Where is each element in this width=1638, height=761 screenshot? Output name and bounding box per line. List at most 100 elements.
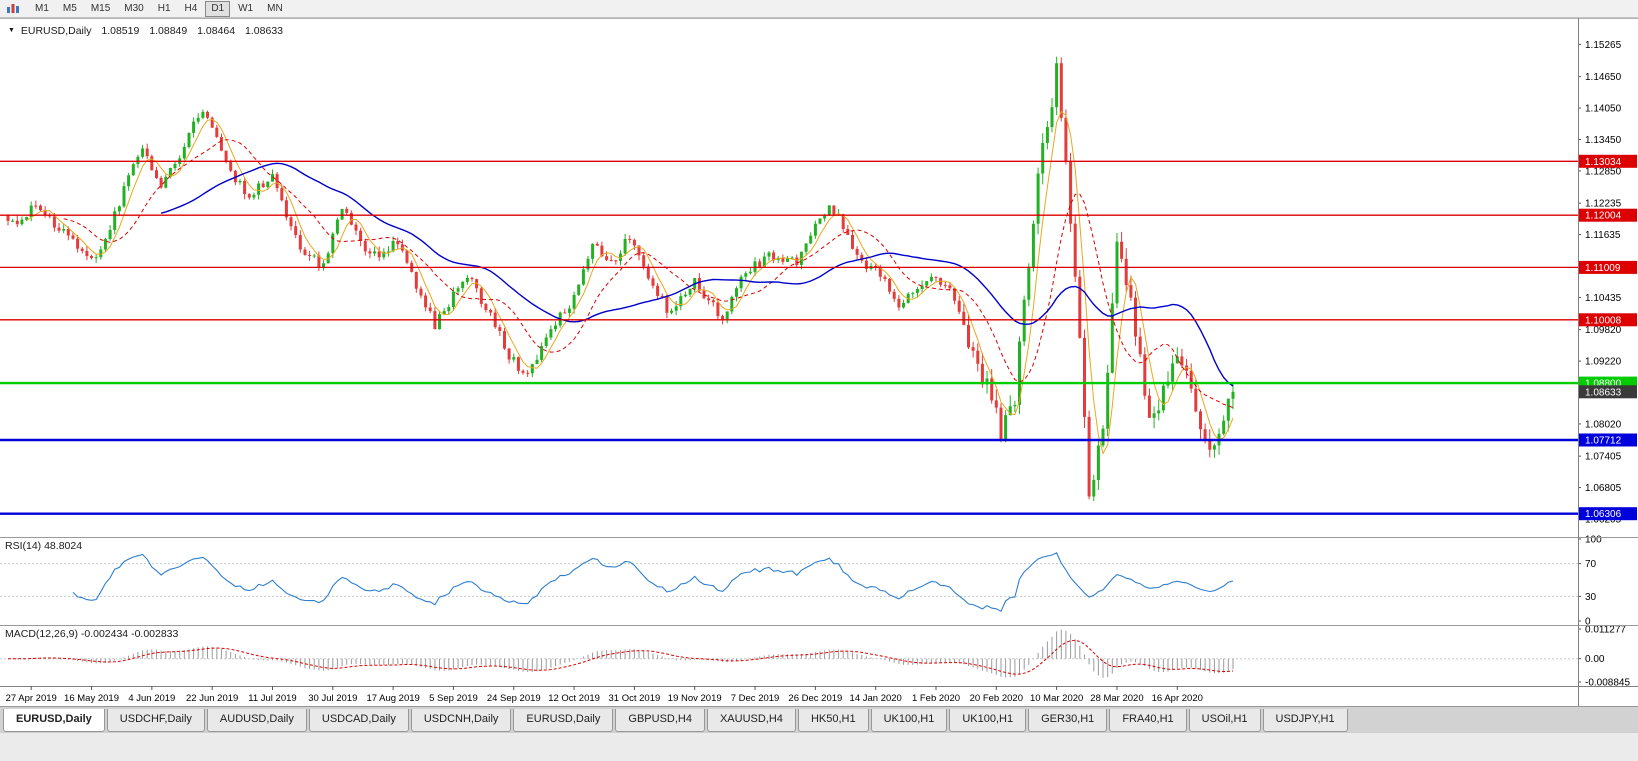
tab-eurusd-daily[interactable]: EURUSD,Daily [513,709,614,732]
tab-usdchf-daily[interactable]: USDCHF,Daily [106,709,205,732]
ohlc-close: 1.08633 [245,25,284,37]
tab-ger30-h1[interactable]: GER30,H1 [1028,709,1108,732]
charts-icon[interactable] [3,2,23,16]
macd-indicator-label: MACD(12,26,9) -0.002434 -0.002833 [5,628,179,640]
svg-text:30 Jul 2019: 30 Jul 2019 [308,693,357,704]
svg-text:31 Oct 2019: 31 Oct 2019 [609,693,661,704]
tab-fra40-h1[interactable]: FRA40,H1 [1109,709,1187,732]
svg-text:1.12004: 1.12004 [1585,211,1622,222]
timeframe-button-m30[interactable]: M30 [124,2,144,14]
svg-text:1.11009: 1.11009 [1585,263,1621,274]
svg-text:1.09220: 1.09220 [1585,357,1622,368]
timeframe-button-mn[interactable]: MN [267,2,283,14]
price-badge-1.13034 [1579,154,1637,168]
tab-usdjpy-h1[interactable]: USDJPY,H1 [1262,709,1348,732]
svg-text:17 Aug 2019: 17 Aug 2019 [366,693,419,704]
svg-text:1.13450: 1.13450 [1585,135,1622,146]
tab-uk100-h1[interactable]: UK100,H1 [949,709,1027,732]
tab-usdcnh-daily[interactable]: USDCNH,Daily [410,709,512,732]
ohlc-low: 1.08464 [197,25,236,37]
ohlc-open: 1.08519 [101,25,140,37]
svg-text:14 Jan 2020: 14 Jan 2020 [850,693,902,704]
symbol-ohlc-label: ▼ EURUSD,Daily 1.08519 1.08849 1.08464 1… [8,25,290,37]
ohlc-high: 1.08849 [149,25,188,37]
candles-layer [6,56,1235,501]
svg-text:1.08633: 1.08633 [1585,387,1622,398]
timeframe-buttons: M1 M5 M15 M30 H1 H4 D1 W1 MN [29,0,289,17]
svg-text:1.07405: 1.07405 [1585,452,1622,463]
svg-text:11 Jul 2019: 11 Jul 2019 [248,693,296,704]
price-badge-1.12004 [1579,208,1637,222]
price-badge-1.06306 [1579,507,1637,521]
svg-text:0: 0 [1585,617,1591,628]
chart-canvas[interactable]: 1.15265 1.14650 1.14050 1.13450 1.12850 1.122… [0,18,1638,706]
tab-gbpusd-h4[interactable]: GBPUSD,H4 [615,709,705,732]
svg-text:0.011277: 0.011277 [1585,625,1626,636]
price-badge-1.10008 [1579,313,1637,327]
chart-tabbar: EURUSD,Daily USDCHF,Daily AUDUSD,Daily USDC… [0,706,1638,732]
tab-audusd-daily[interactable]: AUDUSD,Daily [206,709,307,732]
tab-usoil-h1[interactable]: USOil,H1 [1188,709,1261,732]
svg-text:1.08020: 1.08020 [1585,419,1622,430]
svg-text:1 Feb 2020: 1 Feb 2020 [912,693,960,704]
svg-text:4 Jun 2019: 4 Jun 2019 [128,693,175,704]
svg-text:1.10008: 1.10008 [1585,315,1622,326]
charts-icon-glyph [7,3,19,13]
svg-text:28 Mar 2020: 28 Mar 2020 [1090,693,1143,704]
svg-text:19 Nov 2019: 19 Nov 2019 [668,693,722,704]
svg-text:27 Apr 2019: 27 Apr 2019 [6,693,57,704]
timeframe-toolbar: M1 M5 M15 M30 H1 H4 D1 W1 MN [0,0,1638,18]
svg-text:1.09820: 1.09820 [1585,325,1622,336]
svg-text:1.06306: 1.06306 [1585,509,1622,520]
tab-eurusd-daily[interactable]: EURUSD,Daily [3,709,105,732]
ma-line-13 [63,139,1234,409]
tab-hk50-h1[interactable]: HK50,H1 [797,709,869,732]
svg-text:100: 100 [1585,535,1602,546]
macd-signal-line [8,639,1234,675]
svg-text:1.06805: 1.06805 [1585,483,1622,494]
timeframe-button-d1[interactable]: D1 [205,0,231,17]
status-strip [0,732,1638,761]
price-badge-1.07712 [1579,433,1637,447]
timeframe-button-m5[interactable]: M5 [62,2,77,14]
price-badge-1.08633 [1579,385,1637,399]
svg-text:26 Dec 2019: 26 Dec 2019 [788,693,842,704]
svg-text:7 Dec 2019: 7 Dec 2019 [731,693,780,704]
timeframe-button-h4[interactable]: H4 [184,2,198,14]
svg-text:1.11635: 1.11635 [1585,230,1621,241]
timeframe-button-w1[interactable]: W1 [238,2,254,14]
svg-text:1.15265: 1.15265 [1585,40,1622,51]
ma-line-34 [160,162,1234,387]
svg-text:1.12850: 1.12850 [1585,166,1622,177]
symbol-dropdown-icon[interactable]: ▼ [8,27,15,34]
svg-text:12 Oct 2019: 12 Oct 2019 [548,693,600,704]
svg-text:10 Mar 2020: 10 Mar 2020 [1030,693,1083,704]
svg-text:1.08800: 1.08800 [1585,379,1622,390]
svg-text:24 Sep 2019: 24 Sep 2019 [487,693,541,704]
svg-text:5 Sep 2019: 5 Sep 2019 [429,693,478,704]
timeframe-button-m1[interactable]: M1 [35,2,49,14]
symbol-name: EURUSD,Daily [20,25,92,37]
timeframe-button-m15[interactable]: M15 [90,2,111,14]
svg-text:0.00: 0.00 [1585,654,1605,665]
price-badge-1.11009 [1579,260,1637,274]
svg-text:16 May 2019: 16 May 2019 [64,693,119,704]
svg-text:1.14050: 1.14050 [1585,104,1622,115]
svg-text:-0.008845: -0.008845 [1585,678,1630,689]
svg-text:1.07712: 1.07712 [1585,436,1622,447]
rsi-line [72,552,1234,613]
svg-text:22 Jun 2019: 22 Jun 2019 [186,693,238,704]
timeframe-button-h1[interactable]: H1 [157,2,171,14]
tab-usdcad-daily[interactable]: USDCAD,Daily [308,709,409,732]
svg-text:1.10435: 1.10435 [1585,293,1622,304]
svg-text:20 Feb 2020: 20 Feb 2020 [970,693,1023,704]
chart-area: 1.15265 1.14650 1.14050 1.13450 1.12850 1.122… [0,18,1638,706]
svg-text:1.13034: 1.13034 [1585,157,1622,168]
svg-text:1.12235: 1.12235 [1585,199,1622,210]
tab-xauusd-h4[interactable]: XAUUSD,H4 [706,709,796,732]
svg-text:70: 70 [1585,559,1597,570]
svg-text:30: 30 [1585,592,1597,603]
tab-uk100-h1[interactable]: UK100,H1 [870,709,948,732]
rsi-indicator-label: RSI(14) 48.8024 [5,540,83,552]
svg-text:16 Apr 2020: 16 Apr 2020 [1152,693,1203,704]
